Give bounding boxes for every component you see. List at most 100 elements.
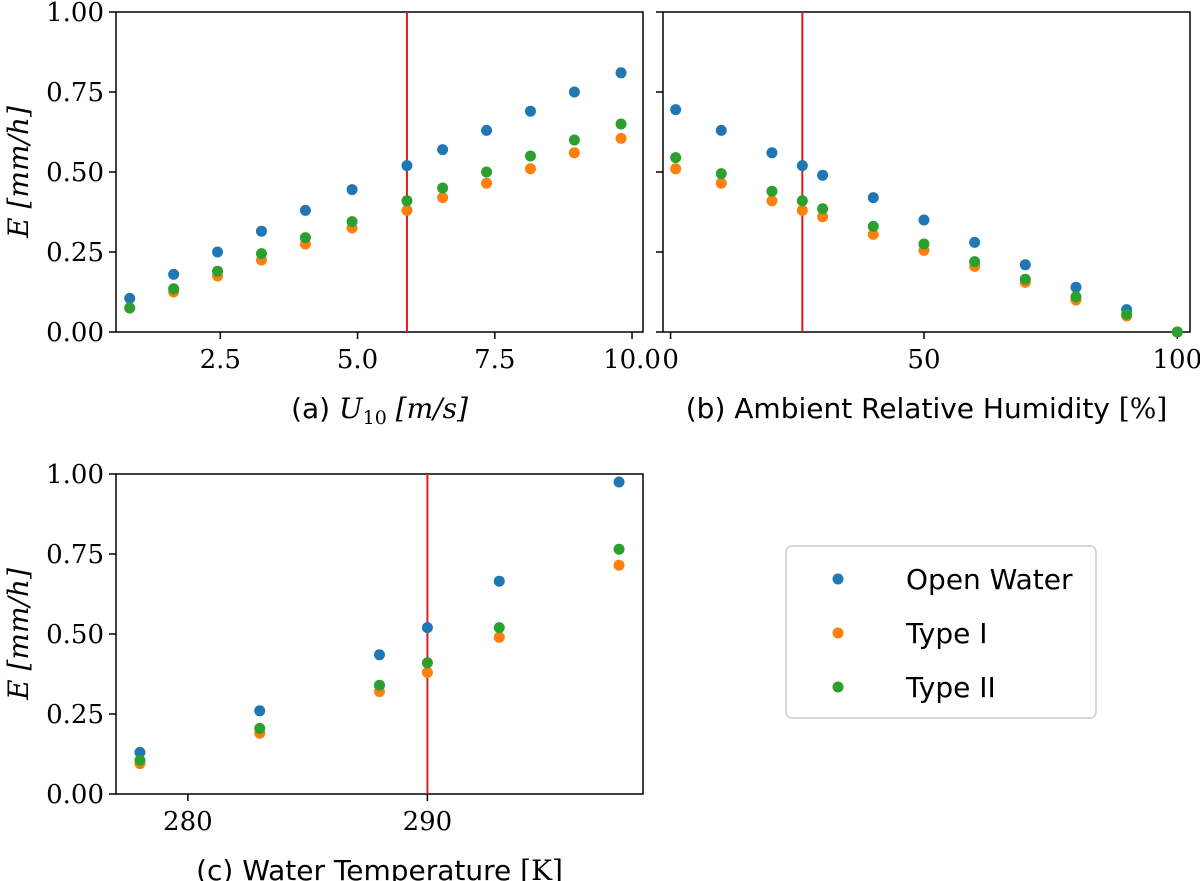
legend-label-type-ii: Type II <box>905 671 996 704</box>
point-open-water <box>613 476 625 488</box>
y-tick-label: 1.00 <box>46 460 104 490</box>
x-tick-label: 0 <box>662 345 679 375</box>
point-open-water <box>715 124 727 136</box>
point-type-ii <box>493 622 505 634</box>
point-type-ii <box>124 302 136 314</box>
point-type-ii <box>254 722 266 734</box>
point-open-water <box>796 160 808 172</box>
panel-b: 0 50 100 (b) Ambient Relative Humidity [%] <box>656 11 1200 425</box>
point-open-water <box>212 246 224 258</box>
point-type-ii <box>421 657 433 669</box>
x-tick-label: 10.0 <box>603 345 661 375</box>
y-tick-label: 0.50 <box>46 158 104 188</box>
y-tick-label: 0.25 <box>46 238 104 268</box>
point-type-i <box>524 163 536 175</box>
panel-a: 2.5 5.0 7.5 10.0 0.00 0.25 0.50 0.75 1.00 (a) U10… <box>2 0 661 429</box>
point-type-i <box>421 666 433 678</box>
point-open-water <box>493 575 505 587</box>
legend-marker-open-water <box>832 573 844 585</box>
point-type-ii <box>817 203 829 215</box>
x-tick-label: 7.5 <box>474 345 515 375</box>
point-type-ii <box>401 195 413 207</box>
point-type-i <box>613 559 625 571</box>
point-open-water <box>255 225 267 237</box>
point-type-ii <box>1121 308 1133 320</box>
y-tick-label: 0.75 <box>46 540 104 570</box>
point-type-ii <box>969 256 981 268</box>
point-type-i <box>401 204 413 216</box>
x-tick-label: 290 <box>403 807 453 837</box>
point-open-water <box>918 214 930 226</box>
y-tick-label: 0.25 <box>46 700 104 730</box>
point-type-ii <box>437 182 449 194</box>
x-axis-label: (c) Water Temperature [K] <box>196 854 563 881</box>
point-open-water <box>817 169 829 181</box>
plot-frame <box>115 11 644 333</box>
x-tick-label: 100 <box>1153 345 1200 375</box>
point-type-i <box>568 147 580 159</box>
point-open-water <box>1019 259 1031 271</box>
y-tick-label: 0.00 <box>46 318 104 348</box>
x-tick-label: 280 <box>163 807 213 837</box>
point-type-i <box>715 177 727 189</box>
point-type-ii <box>568 134 580 146</box>
legend-frame <box>785 545 1097 719</box>
point-type-i <box>796 204 808 216</box>
point-type-i <box>670 163 682 175</box>
point-type-ii <box>867 220 879 232</box>
legend-marker-type-ii <box>832 681 844 693</box>
point-open-water <box>168 268 180 280</box>
point-type-i <box>493 631 505 643</box>
point-open-water <box>437 144 449 156</box>
point-open-water <box>969 236 981 248</box>
y-tick-label: 0.75 <box>46 78 104 108</box>
point-open-water <box>1070 281 1082 293</box>
point-type-ii <box>481 166 493 178</box>
x-tick-label: 50 <box>907 345 940 375</box>
point-type-i <box>615 132 627 144</box>
point-type-i <box>867 228 879 240</box>
point-type-ii <box>524 150 536 162</box>
x-axis-label: (a) U10 [m/s] <box>291 392 468 429</box>
point-open-water <box>124 292 136 304</box>
point-open-water <box>254 705 266 717</box>
plot-frame <box>115 473 644 795</box>
point-open-water <box>299 204 311 216</box>
legend-label-type-i: Type I <box>905 617 987 650</box>
point-type-ii <box>374 679 385 691</box>
point-type-ii <box>918 238 930 250</box>
legend: Open Water Type I Type II <box>785 545 1097 719</box>
x-tick-label: 5.0 <box>337 345 378 375</box>
point-type-ii <box>615 118 627 130</box>
point-open-water <box>766 147 778 159</box>
point-type-i <box>817 211 829 223</box>
point-open-water <box>401 160 413 172</box>
point-type-ii <box>299 232 311 244</box>
x-axis-label: (b) Ambient Relative Humidity [%] <box>686 392 1168 425</box>
y-tick-label: 0.50 <box>46 620 104 650</box>
point-type-ii <box>134 754 146 766</box>
point-type-ii <box>1171 326 1183 338</box>
point-open-water <box>867 192 879 204</box>
y-axis-label: E [mm/h] <box>2 106 35 239</box>
point-open-water <box>134 746 146 758</box>
panel-c: 280 290 0.00 0.25 0.50 0.75 1.00 (c) Water Temp… <box>2 460 644 881</box>
point-type-i <box>481 177 493 189</box>
point-type-ii <box>1070 291 1082 303</box>
point-open-water <box>421 622 433 634</box>
point-open-water <box>524 105 536 117</box>
point-type-i <box>766 195 778 207</box>
y-tick-label: 1.00 <box>46 0 104 28</box>
point-open-water <box>670 104 682 116</box>
point-open-water <box>568 86 580 98</box>
point-type-ii <box>613 543 625 555</box>
point-type-ii <box>212 265 224 277</box>
point-type-ii <box>715 168 727 180</box>
point-type-ii <box>255 248 267 260</box>
y-axis-label: E [mm/h] <box>2 568 35 701</box>
point-type-ii <box>168 283 180 295</box>
point-open-water <box>346 184 358 196</box>
point-open-water <box>374 649 385 661</box>
point-type-ii <box>1019 273 1031 285</box>
